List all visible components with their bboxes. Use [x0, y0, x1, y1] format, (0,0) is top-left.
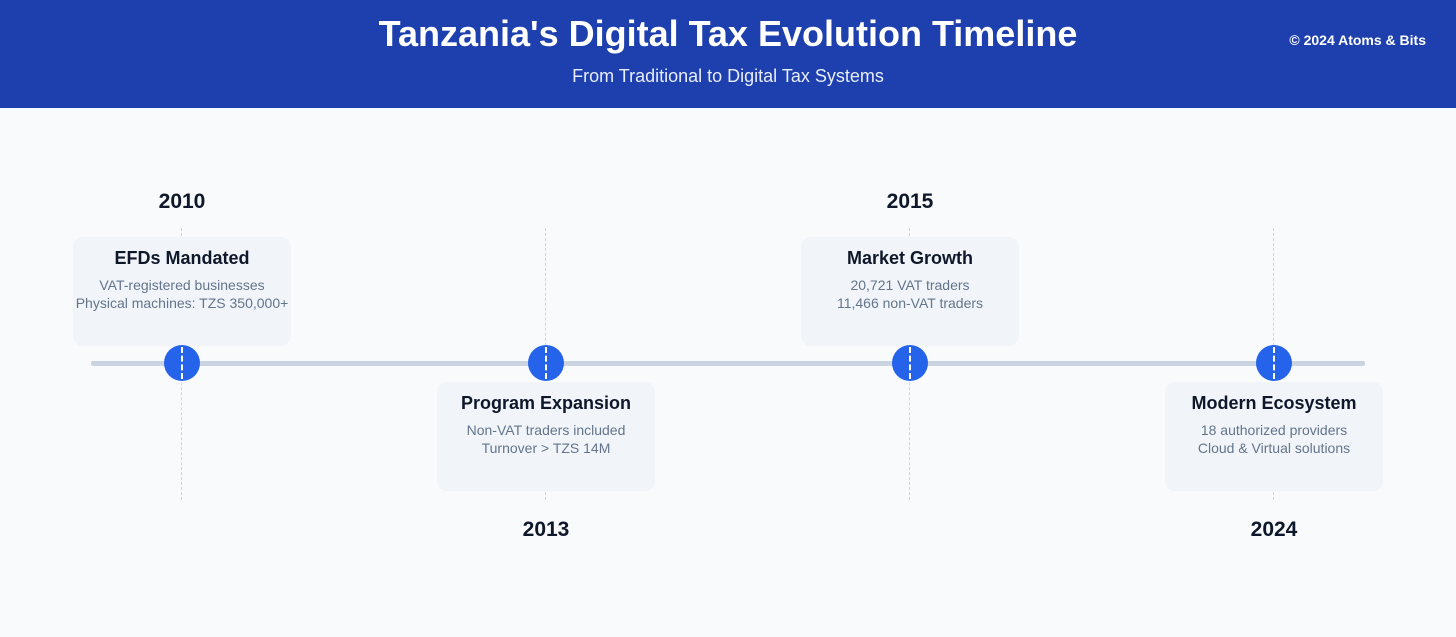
milestone-title: Modern Ecosystem — [1191, 393, 1357, 413]
header-banner: Tanzania's Digital Tax Evolution Timelin… — [0, 0, 1456, 108]
milestone-card-2015: Market Growth 20,721 VAT traders 11,466 … — [801, 237, 1019, 346]
year-label-2015: 2015 — [886, 190, 934, 213]
milestone-detail: Turnover > TZS 14M — [481, 440, 611, 456]
year-label-2010: 2010 — [158, 190, 206, 213]
milestone-detail: 20,721 VAT traders — [850, 277, 970, 293]
milestone-title: Market Growth — [846, 248, 974, 268]
milestone-card-2013: Program Expansion Non-VAT traders includ… — [437, 382, 655, 491]
milestone-card-2010: EFDs Mandated VAT-registered businesses … — [73, 237, 291, 346]
milestone-node-2010 — [164, 345, 200, 381]
milestone-detail: 18 authorized providers — [1200, 422, 1348, 438]
timeline: 2010 EFDs Mandated VAT-registered busine… — [0, 108, 1456, 637]
milestone-title: EFDs Mandated — [114, 248, 250, 268]
milestone-node-2015 — [892, 345, 928, 381]
milestone-detail: Physical machines: TZS 350,000+ — [75, 295, 289, 311]
milestone-card-2024: Modern Ecosystem 18 authorized providers… — [1165, 382, 1383, 491]
milestone-node-2013 — [528, 345, 564, 381]
milestone-detail: VAT-registered businesses — [99, 277, 265, 293]
milestone-detail: Cloud & Virtual solutions — [1197, 440, 1351, 456]
year-label-2024: 2024 — [1250, 518, 1298, 541]
milestone-detail: Non-VAT traders included — [466, 422, 626, 438]
page-subtitle: From Traditional to Digital Tax Systems — [572, 66, 884, 86]
year-label-2013: 2013 — [522, 518, 570, 541]
milestone-detail: 11,466 non-VAT traders — [836, 295, 984, 311]
copyright-notice: © 2024 Atoms & Bits — [1289, 32, 1426, 48]
timeline-axis — [91, 361, 1365, 366]
page-title: Tanzania's Digital Tax Evolution Timelin… — [378, 13, 1078, 54]
milestone-title: Program Expansion — [460, 393, 632, 413]
milestone-node-2024 — [1256, 345, 1292, 381]
